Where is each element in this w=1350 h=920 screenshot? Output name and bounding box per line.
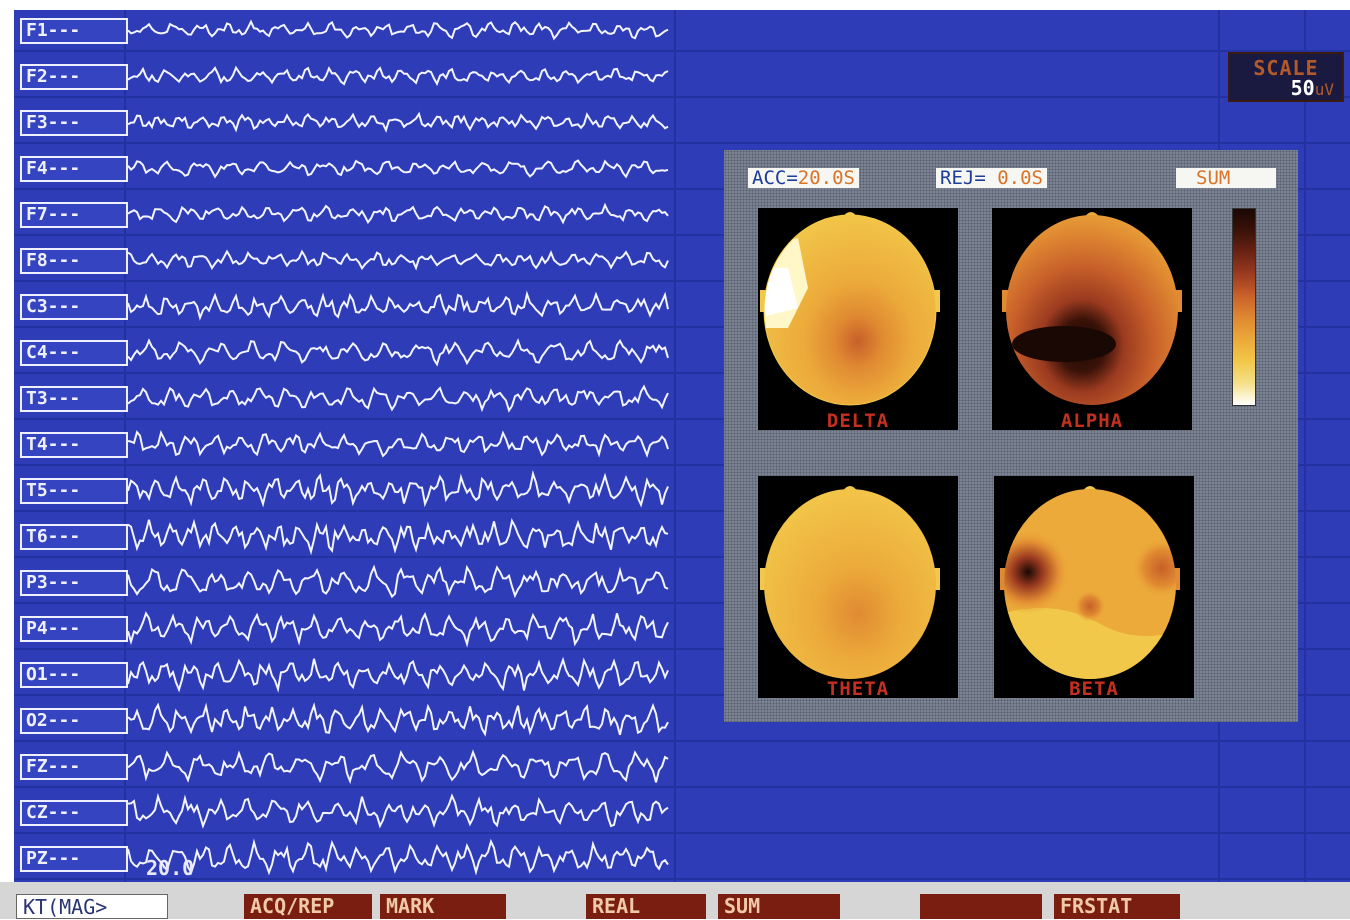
channel-label: F8---	[20, 248, 128, 274]
eeg-trace	[127, 384, 669, 413]
channel-label: F1---	[20, 18, 128, 44]
theta-map: THETA	[758, 476, 958, 700]
channel-label: F4---	[20, 156, 128, 182]
eeg-trace	[127, 611, 669, 648]
channel-label: F3---	[20, 110, 128, 136]
channel-label: CZ---	[20, 800, 128, 826]
channel-grid: F1--- F2--- F3--- F4--- F7--- F8--- C3--- C4---…	[14, 10, 1350, 882]
row-divider	[14, 50, 1350, 52]
real-button[interactable]: REAL	[586, 894, 706, 919]
eeg-display: F1--- F2--- F3--- F4--- F7--- F8--- C3--- C4---…	[14, 10, 1350, 882]
row-divider	[14, 556, 1350, 558]
frstat-button[interactable]: FRSTAT	[1054, 894, 1180, 919]
row-divider	[14, 326, 1350, 328]
color-scale-bar	[1232, 208, 1256, 406]
scale-indicator: SCALE 50uV	[1228, 52, 1344, 102]
acq-rep-button[interactable]: ACQ/REP	[244, 894, 372, 919]
channel-label: T3---	[20, 386, 128, 412]
channel-label: T5---	[20, 478, 128, 504]
eeg-trace	[127, 249, 669, 271]
eeg-trace	[127, 470, 669, 508]
channel-label: F7---	[20, 202, 128, 228]
channel-label: C4---	[20, 340, 128, 366]
row-divider	[14, 786, 1350, 788]
eeg-trace	[127, 159, 669, 179]
row-divider	[14, 878, 1350, 880]
eeg-trace	[127, 564, 669, 599]
eeg-trace	[127, 19, 669, 41]
row-divider	[14, 740, 1350, 742]
channel-label: O2---	[20, 708, 128, 734]
delta-topomap-icon	[760, 212, 940, 406]
row-divider	[14, 694, 1350, 696]
sum-mode-field[interactable]: SUM	[1176, 168, 1276, 188]
row-divider	[14, 234, 1350, 236]
eeg-trace	[127, 202, 669, 225]
row-divider	[14, 280, 1350, 282]
sum-button[interactable]: SUM	[718, 894, 840, 919]
eeg-trace	[127, 838, 669, 876]
beta-topomap-icon	[1000, 486, 1180, 679]
eeg-trace	[127, 338, 669, 367]
alpha-topomap-icon	[1002, 212, 1182, 405]
row-divider	[14, 418, 1350, 420]
scale-unit: uV	[1314, 80, 1334, 99]
accepted-time-field: ACC=20.0S	[748, 168, 859, 188]
eeg-trace	[127, 749, 669, 785]
eeg-trace	[127, 65, 669, 87]
command-input[interactable]: KT(MAG>	[16, 894, 168, 919]
delta-map: DELTA	[758, 208, 958, 432]
function-key-bar: KT(MAG> ACQ/REP MARK REAL SUM FRSTAT	[0, 882, 1350, 919]
channel-label: P4---	[20, 616, 128, 642]
channel-label: O1---	[20, 662, 128, 688]
rejected-time-field: REJ= 0.0S	[936, 168, 1047, 188]
eeg-trace	[127, 290, 669, 321]
row-divider	[14, 648, 1350, 650]
topographic-map-panel: ACC=20.0S REJ= 0.0S SUM	[724, 150, 1298, 722]
eeg-trace	[127, 792, 669, 829]
eeg-trace	[127, 702, 669, 737]
row-divider	[14, 96, 1350, 98]
channel-label: PZ---	[20, 846, 128, 872]
eeg-trace	[127, 111, 669, 133]
beta-map: BETA	[994, 476, 1194, 700]
channel-label: F2---	[20, 64, 128, 90]
beta-label: BETA	[1069, 678, 1119, 700]
theta-label: THETA	[826, 678, 890, 700]
eeg-trace	[127, 656, 669, 693]
blank-function-button[interactable]	[920, 894, 1042, 919]
channel-label: T4---	[20, 432, 128, 458]
delta-label: DELTA	[826, 410, 890, 432]
theta-topomap-icon	[760, 486, 940, 679]
column-divider	[1304, 10, 1306, 882]
row-divider	[14, 602, 1350, 604]
mark-button[interactable]: MARK	[380, 894, 506, 919]
row-divider	[14, 142, 1350, 144]
scale-label: SCALE	[1253, 56, 1319, 80]
scale-value: 50uV	[1290, 76, 1334, 100]
channel-label: T6---	[20, 524, 128, 550]
channel-label: C3---	[20, 294, 128, 320]
eeg-trace	[127, 518, 669, 556]
row-divider	[14, 372, 1350, 374]
channel-label: FZ---	[20, 754, 128, 780]
row-divider	[14, 510, 1350, 512]
row-divider	[14, 832, 1350, 834]
row-divider	[14, 188, 1350, 190]
column-divider	[674, 10, 676, 882]
cursor-time: 20.0	[146, 856, 195, 880]
alpha-label: ALPHA	[1060, 410, 1124, 432]
alpha-map: ALPHA	[992, 208, 1192, 432]
eeg-trace	[127, 429, 669, 458]
channel-label: P3---	[20, 570, 128, 596]
row-divider	[14, 464, 1350, 466]
